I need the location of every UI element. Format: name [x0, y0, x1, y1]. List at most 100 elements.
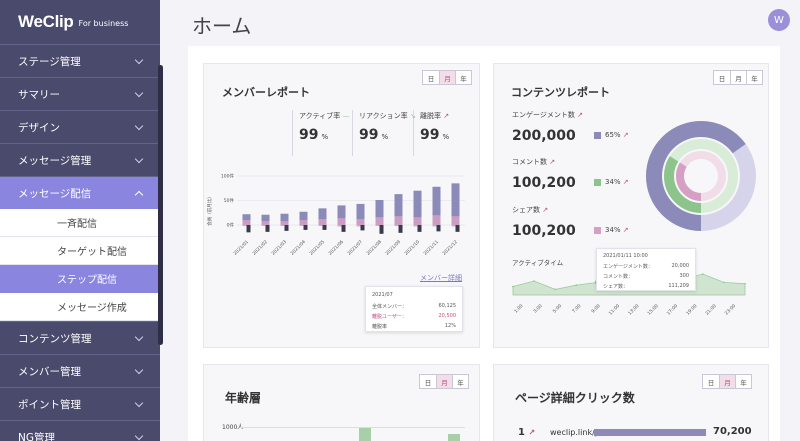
- age-bar: [448, 434, 460, 441]
- bar-member: [299, 211, 308, 225]
- divider: [292, 110, 293, 156]
- comment-label: コメント数 ↗: [512, 158, 556, 166]
- chevron-down-icon: [134, 332, 144, 341]
- legend-swatch: [594, 132, 601, 139]
- sidebar: WeClip For business ステージ管理 サマリー デザイン メッセ…: [0, 0, 160, 441]
- active-time-label: アクティブタイム: [512, 259, 564, 267]
- arrow-up-right-icon: ↗: [542, 206, 549, 214]
- period-month-button[interactable]: 月: [719, 375, 735, 388]
- sidebar-item-label: NG管理: [18, 431, 55, 441]
- chevron-down-icon: [134, 88, 144, 97]
- age-tick-label: 1000人: [222, 424, 244, 431]
- bar-active: [375, 217, 384, 225]
- x-tick-label: 5:00: [552, 303, 563, 314]
- bar-member: [413, 190, 422, 225]
- active-rate-label: アクティブ率 —: [299, 112, 350, 120]
- arrow-up-right-icon: ↗: [528, 428, 536, 437]
- divider: [413, 110, 414, 156]
- flat-trend-icon: —: [342, 112, 350, 120]
- sidebar-item-message-delivery[interactable]: メッセージ配信: [0, 176, 160, 209]
- bar-dark: [436, 225, 441, 232]
- bar-gray: [261, 225, 266, 226]
- member-detail-link[interactable]: メンバー詳細: [420, 274, 462, 282]
- x-tick-label: 1:00: [513, 303, 524, 314]
- chevron-down-icon: [134, 365, 144, 374]
- logo-text: WeClip: [18, 12, 74, 31]
- period-year-button[interactable]: 年: [452, 375, 468, 388]
- y-tick-label: 0件: [227, 222, 235, 229]
- x-tick-label: 11:00: [608, 303, 622, 317]
- y-tick-label: 50件: [224, 197, 235, 204]
- x-tick-label: 2021/08: [365, 239, 383, 257]
- arrow-up-right-icon: ↗: [443, 112, 450, 120]
- submenu-item-broadcast[interactable]: 一斉配信: [0, 209, 160, 237]
- period-day-button[interactable]: 日: [718, 74, 726, 83]
- click-url[interactable]: weclip.link/p/: [550, 428, 603, 437]
- x-tick-label: 9:00: [590, 303, 601, 314]
- avatar[interactable]: W: [768, 9, 790, 31]
- page-clicks-title: ページ詳細クリック数: [515, 391, 635, 405]
- bar-member: [242, 214, 251, 225]
- submenu-item-step[interactable]: ステップ配信: [0, 265, 160, 293]
- sidebar-item-message-management[interactable]: メッセージ管理: [0, 143, 160, 176]
- bar-member: [432, 186, 441, 225]
- bar-gray: [432, 225, 437, 227]
- period-month-button[interactable]: 月: [730, 71, 746, 84]
- bar-member: [337, 205, 346, 225]
- x-tick-label: 2021/01: [232, 239, 250, 257]
- donut-segment: [676, 151, 726, 201]
- sidebar-item-label: サマリー: [18, 88, 60, 101]
- tooltip-row: 離脱ユーザー： 20,500: [372, 313, 456, 320]
- sidebar-item-stage[interactable]: ステージ管理: [0, 44, 160, 77]
- bar-active: [394, 216, 403, 225]
- content-tooltip: 2021/01/11 10:00 エンゲージメント数： 20,000 コメント数：…: [596, 248, 696, 291]
- content-donut-chart: [646, 121, 756, 231]
- period-month-button[interactable]: 月: [436, 375, 452, 388]
- tooltip-row: 全体メンバー： 60,125: [372, 303, 456, 310]
- period-year-button[interactable]: 年: [735, 375, 751, 388]
- submenu-item-create[interactable]: メッセージ作成: [0, 293, 160, 321]
- sidebar-item-summary[interactable]: サマリー: [0, 77, 160, 110]
- sidebar-item-point[interactable]: ポイント管理: [0, 387, 160, 420]
- logo[interactable]: WeClip For business: [0, 0, 160, 44]
- sidebar-item-content[interactable]: コンテンツ管理: [0, 321, 160, 354]
- submenu-item-target[interactable]: ターゲット配信: [0, 237, 160, 265]
- sidebar-item-label: ポイント管理: [18, 398, 81, 411]
- sidebar-item-label: ステージ管理: [18, 55, 81, 68]
- bar-dark: [379, 225, 384, 234]
- member-report-title: メンバーレポート: [222, 86, 310, 99]
- content-report-title: コンテンツレポート: [511, 86, 610, 99]
- tooltip-row: シェア数： 111,209: [603, 283, 689, 290]
- legend-swatch: [594, 227, 601, 234]
- bar-gray: [375, 225, 380, 226]
- period-year-button[interactable]: 年: [746, 71, 762, 84]
- bar-member: [261, 214, 270, 225]
- period-day-button[interactable]: 日: [424, 378, 432, 387]
- period-month-button[interactable]: 月: [439, 71, 455, 84]
- x-tick-label: 21:00: [704, 303, 718, 317]
- period-day-button[interactable]: 日: [707, 378, 715, 387]
- x-tick-label: 17:00: [666, 303, 680, 317]
- donut-segment: [664, 139, 738, 213]
- sidebar-item-ng[interactable]: NG管理: [0, 420, 160, 441]
- bar-active: [432, 215, 441, 225]
- bar-dark: [341, 225, 346, 232]
- bar-gray: [356, 225, 361, 227]
- sidebar-item-label: コンテンツ管理: [18, 332, 92, 345]
- period-day-button[interactable]: 日: [427, 74, 435, 83]
- sidebar-scrollbar[interactable]: [158, 65, 163, 345]
- x-tick-label: 2021/09: [384, 239, 402, 257]
- sidebar-item-member[interactable]: メンバー管理: [0, 354, 160, 387]
- bar-member: [375, 200, 384, 225]
- bar-dark: [455, 225, 460, 232]
- sidebar-item-design[interactable]: デザイン: [0, 110, 160, 143]
- period-year-button[interactable]: 年: [455, 71, 471, 84]
- comment-percent: 34% ↗: [605, 178, 629, 186]
- bar-gray: [394, 225, 399, 226]
- x-tick-label: 2021/05: [308, 239, 326, 257]
- bar-active: [318, 219, 327, 225]
- x-tick-label: 23:00: [724, 303, 738, 317]
- y-axis-label: 会員（前月比）: [206, 194, 213, 226]
- x-tick-label: 15:00: [646, 303, 660, 317]
- bar-active: [261, 221, 270, 225]
